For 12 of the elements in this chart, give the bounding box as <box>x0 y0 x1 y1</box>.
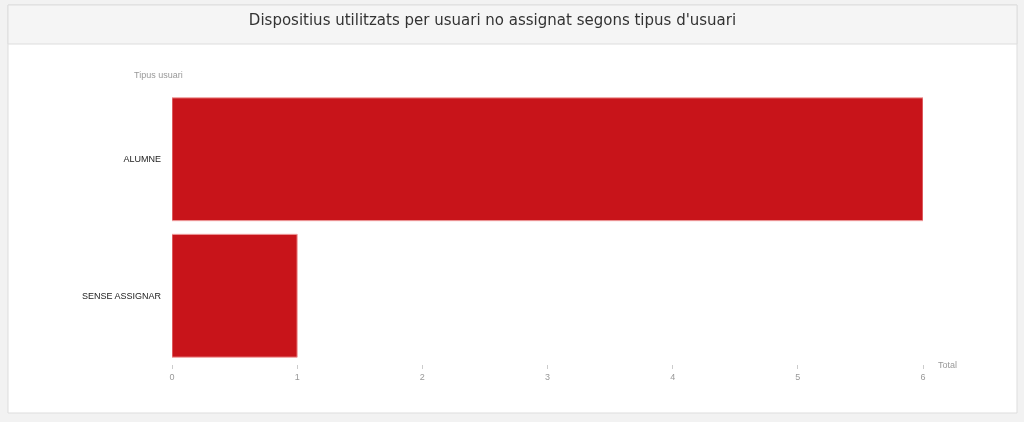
x-tick-label: 5 <box>795 371 801 382</box>
x-axis-title: Total <box>938 360 958 370</box>
x-tick-label: 6 <box>920 371 926 382</box>
x-tick-label: 4 <box>670 371 676 382</box>
x-tick-label: 1 <box>294 371 300 382</box>
x-tick-label: 2 <box>419 371 425 382</box>
y-axis-title: Tipus usuari <box>134 70 183 80</box>
y-tick-label: ALUMNE <box>123 154 161 165</box>
x-tick-label: 3 <box>544 371 551 382</box>
chart-title: Dispositius utilitzats per usuari no assignat segons tipus d'usuari <box>248 11 737 30</box>
x-tick-label: 0 <box>169 371 175 382</box>
y-tick-label: SENSE ASSIGNAR <box>81 290 162 301</box>
